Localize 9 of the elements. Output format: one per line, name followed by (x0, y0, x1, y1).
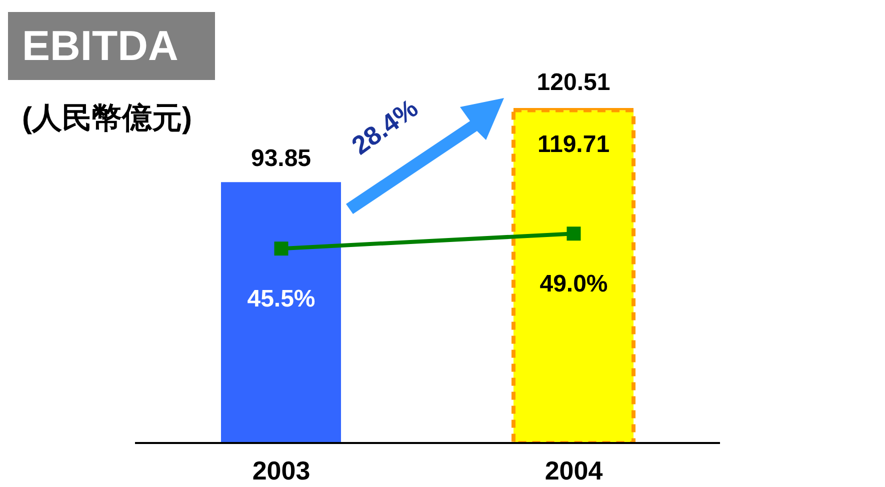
data-label: 49.0% (540, 270, 608, 298)
chart-subtitle: (人民幣億元) (22, 101, 192, 137)
x-tick-label: 2003 (252, 455, 310, 486)
total-label: 120.51 (536, 69, 610, 96)
data-label: 93.85 (250, 145, 312, 172)
data-label: 45.5% (247, 286, 316, 313)
chart-title: EBITDA (8, 12, 215, 80)
x-tick-label: 2004 (544, 455, 604, 486)
data-label: 119.71 (537, 131, 610, 158)
